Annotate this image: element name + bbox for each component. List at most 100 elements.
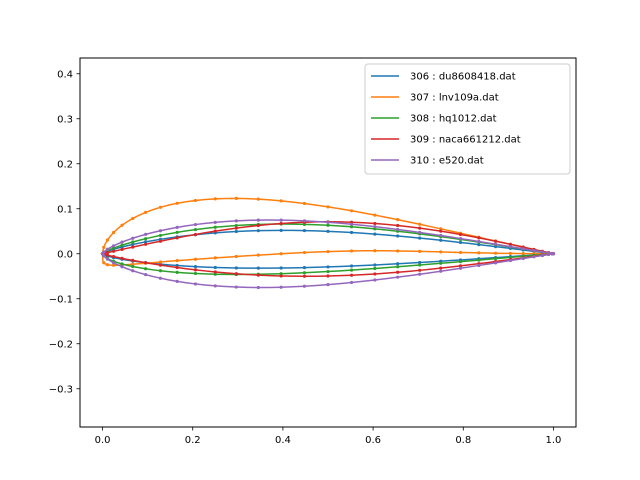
data-point — [193, 271, 198, 276]
data-point — [131, 240, 135, 244]
data-point — [418, 260, 422, 265]
axes-layer — [79, 57, 577, 428]
legend: 306 : du8608418.dat 307 : lnv109a.dat 308 … — [364, 63, 571, 175]
data-point — [477, 258, 481, 262]
data-point — [418, 272, 422, 276]
data-point — [373, 249, 377, 253]
data-point — [540, 253, 545, 258]
data-point — [256, 266, 260, 270]
data-point — [349, 264, 354, 268]
data-point — [193, 198, 198, 203]
data-point — [144, 210, 148, 215]
data-point — [477, 263, 481, 268]
data-point — [234, 226, 238, 230]
data-point — [102, 254, 106, 258]
legend-label: 308 : hq1012.dat — [410, 114, 497, 125]
data-point — [477, 236, 481, 240]
data-point — [131, 245, 135, 249]
data-point — [326, 249, 330, 254]
data-point — [175, 259, 179, 263]
data-point — [477, 251, 481, 255]
y-tick-label: −0.3 — [49, 384, 73, 395]
data-point — [193, 282, 198, 286]
data-point — [111, 254, 116, 259]
data-point — [213, 272, 217, 276]
series-4 — [100, 218, 556, 290]
data-point — [532, 248, 536, 253]
data-point — [175, 265, 179, 270]
data-point — [493, 257, 498, 261]
x-tick-label: 1.0 — [546, 435, 562, 446]
data-point — [373, 266, 377, 271]
data-point — [131, 264, 135, 269]
data-point — [508, 245, 512, 249]
data-point — [279, 199, 283, 203]
data-point — [418, 263, 422, 267]
data-point — [131, 258, 135, 263]
data-point — [418, 268, 422, 272]
legend-label: 310 : e520.dat — [410, 156, 484, 167]
data-point — [158, 205, 163, 209]
data-point — [158, 263, 163, 267]
plot-frame — [79, 57, 577, 428]
data-point — [279, 266, 283, 270]
data-point — [349, 280, 354, 285]
data-point — [193, 257, 198, 261]
data-point — [213, 225, 217, 229]
data-point — [458, 240, 463, 245]
data-point — [193, 265, 198, 269]
data-point — [193, 227, 198, 232]
data-point — [508, 251, 512, 256]
data-point — [477, 239, 481, 244]
data-point — [458, 236, 463, 241]
data-point — [193, 232, 198, 237]
data-point — [131, 216, 135, 221]
data-point — [120, 256, 124, 260]
data-point — [349, 273, 354, 277]
data-point — [105, 251, 110, 255]
data-point — [326, 229, 330, 233]
data-point — [279, 285, 283, 289]
data-point — [458, 250, 463, 255]
data-point — [120, 265, 124, 269]
legend-item: 308 : hq1012.dat — [371, 114, 497, 125]
data-point — [302, 284, 307, 288]
data-point — [158, 233, 163, 238]
data-point — [175, 236, 179, 240]
data-point — [213, 265, 217, 270]
y-tick-label: −0.2 — [49, 339, 73, 350]
data-point — [144, 237, 148, 241]
data-point — [439, 269, 443, 273]
data-point — [508, 242, 512, 246]
data-point — [302, 274, 307, 278]
data-point — [158, 229, 163, 233]
data-point — [418, 222, 422, 226]
data-point — [111, 246, 116, 250]
data-point — [521, 247, 525, 251]
data-point — [493, 239, 498, 243]
data-point — [102, 261, 106, 265]
data-point — [279, 228, 283, 232]
data-point — [396, 223, 400, 228]
data-point — [175, 225, 179, 229]
data-point — [396, 227, 400, 232]
x-tick-label: 0.2 — [185, 435, 201, 446]
y-axis-ticks: −0.3 −0.2 −0.1 0.0 0.1 0.2 0.3 0.4 — [49, 69, 80, 395]
data-point — [326, 274, 330, 278]
data-point — [458, 260, 463, 264]
data-point — [493, 242, 498, 246]
data-point — [477, 243, 481, 247]
series-layer — [100, 196, 556, 290]
legend-item: 306 : du8608418.dat — [371, 72, 516, 83]
data-point — [111, 230, 116, 235]
data-point — [234, 196, 238, 201]
data-point — [158, 276, 163, 280]
x-tick-label: 0.4 — [275, 435, 291, 446]
data-point — [120, 243, 124, 247]
data-point — [326, 283, 330, 287]
data-point — [213, 229, 217, 233]
data-point — [546, 252, 551, 257]
data-point — [131, 269, 135, 273]
legend-item: 307 : lnv109a.dat — [371, 93, 499, 104]
data-point — [326, 269, 330, 274]
